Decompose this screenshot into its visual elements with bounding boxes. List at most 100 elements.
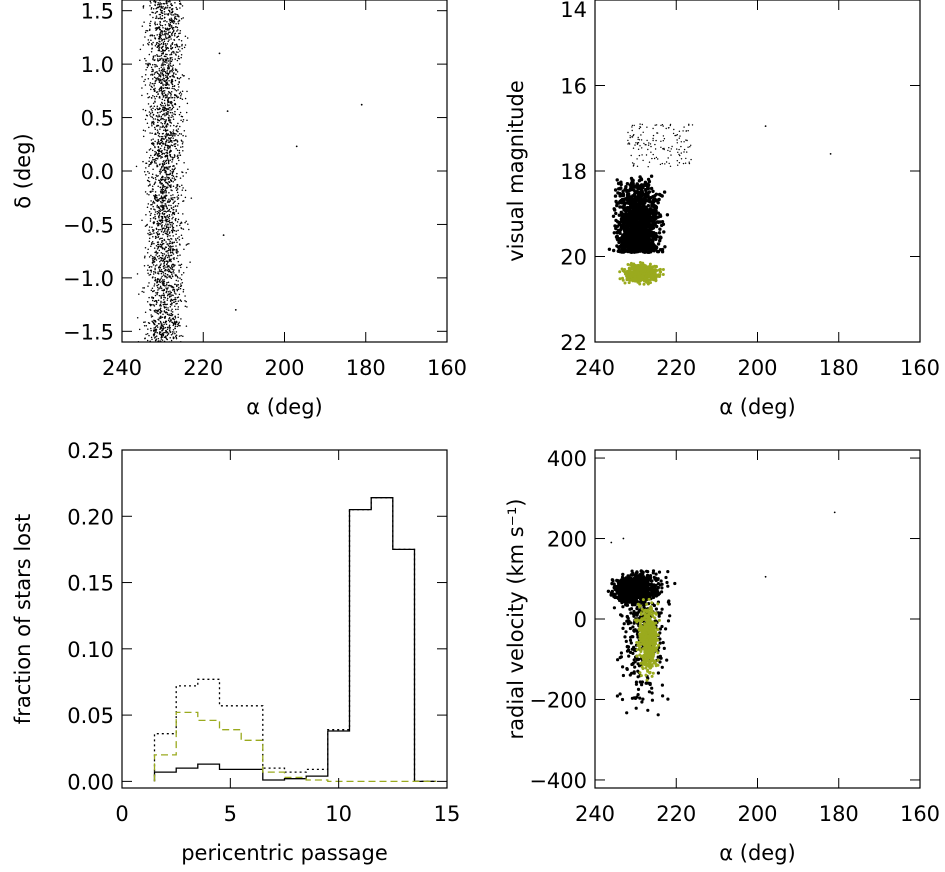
data-point — [169, 295, 171, 298]
data-point — [179, 325, 181, 327]
data-point — [622, 237, 627, 241]
data-point — [152, 57, 154, 60]
data-point — [165, 283, 168, 286]
data-point — [167, 319, 170, 322]
y-tick-label: 18 — [560, 160, 587, 184]
data-point — [173, 87, 175, 90]
data-point — [150, 154, 152, 157]
data-point — [149, 4, 151, 7]
data-point — [624, 630, 628, 634]
data-point — [152, 118, 155, 120]
data-point — [660, 586, 664, 590]
data-point — [175, 336, 178, 339]
data-point — [147, 285, 149, 287]
data-point — [172, 118, 175, 121]
data-point — [166, 294, 169, 297]
data-point — [164, 189, 166, 192]
data-point — [179, 91, 182, 94]
data-point — [167, 228, 170, 230]
data-point — [628, 202, 633, 206]
data-point — [177, 308, 179, 311]
data-point — [159, 55, 161, 58]
data-point — [163, 295, 166, 297]
data-point — [184, 196, 187, 199]
data-point — [161, 68, 164, 70]
data-point — [169, 328, 171, 330]
data-point — [144, 74, 147, 76]
data-point — [644, 233, 648, 237]
data-point — [164, 104, 167, 106]
data-point — [168, 18, 171, 20]
data-point — [159, 304, 161, 306]
data-point — [151, 229, 154, 231]
data-point — [159, 126, 161, 128]
data-point — [637, 193, 641, 197]
data-point — [180, 263, 183, 266]
data-point — [151, 226, 153, 229]
data-point — [174, 58, 176, 60]
data-point — [168, 269, 171, 271]
data-point — [171, 34, 173, 37]
data-point — [170, 95, 172, 97]
data-point — [169, 70, 171, 72]
data-point — [662, 125, 664, 127]
data-point — [181, 145, 184, 148]
data-point — [175, 133, 177, 135]
data-point — [170, 204, 172, 207]
data-point — [164, 180, 166, 182]
data-point — [153, 300, 156, 302]
data-point — [172, 270, 174, 272]
data-point — [649, 267, 653, 271]
data-point — [167, 144, 170, 147]
data-point — [177, 254, 179, 257]
data-point — [142, 129, 145, 132]
data-point — [170, 185, 172, 187]
data-point — [173, 38, 175, 41]
data-point — [156, 3, 159, 6]
data-point — [176, 249, 178, 252]
data-point — [171, 311, 174, 313]
data-point — [165, 221, 168, 223]
data-point — [167, 223, 169, 226]
data-point — [678, 130, 681, 132]
data-point — [171, 294, 173, 296]
data-point — [144, 337, 146, 340]
data-point — [151, 176, 153, 179]
data-point — [164, 317, 166, 319]
data-point — [173, 201, 175, 203]
data-point — [152, 144, 155, 146]
data-point — [170, 284, 172, 287]
data-point — [682, 130, 684, 132]
data-point — [154, 128, 157, 131]
data-point — [160, 182, 162, 184]
data-point — [164, 23, 167, 26]
data-point — [163, 278, 165, 281]
data-point — [628, 650, 633, 655]
data-point — [640, 700, 644, 704]
data-point — [161, 252, 164, 255]
data-point — [625, 189, 629, 194]
data-point — [151, 124, 153, 127]
data-point — [168, 107, 171, 109]
data-point — [165, 132, 168, 135]
data-point — [154, 235, 157, 238]
data-point — [146, 93, 149, 95]
data-point — [165, 195, 167, 197]
data-point — [637, 136, 639, 139]
data-point — [172, 14, 175, 16]
data-point — [158, 36, 161, 38]
data-point — [690, 158, 692, 161]
data-point — [615, 244, 619, 248]
data-point — [148, 229, 150, 232]
data-point — [154, 24, 157, 26]
data-point — [628, 273, 632, 277]
data-point — [145, 167, 147, 169]
data-point — [176, 191, 179, 194]
data-point — [159, 135, 161, 138]
data-point — [149, 183, 151, 186]
data-point — [161, 108, 164, 111]
data-point — [615, 235, 619, 239]
data-point — [158, 308, 160, 311]
data-point — [170, 17, 172, 19]
data-point — [623, 635, 627, 639]
